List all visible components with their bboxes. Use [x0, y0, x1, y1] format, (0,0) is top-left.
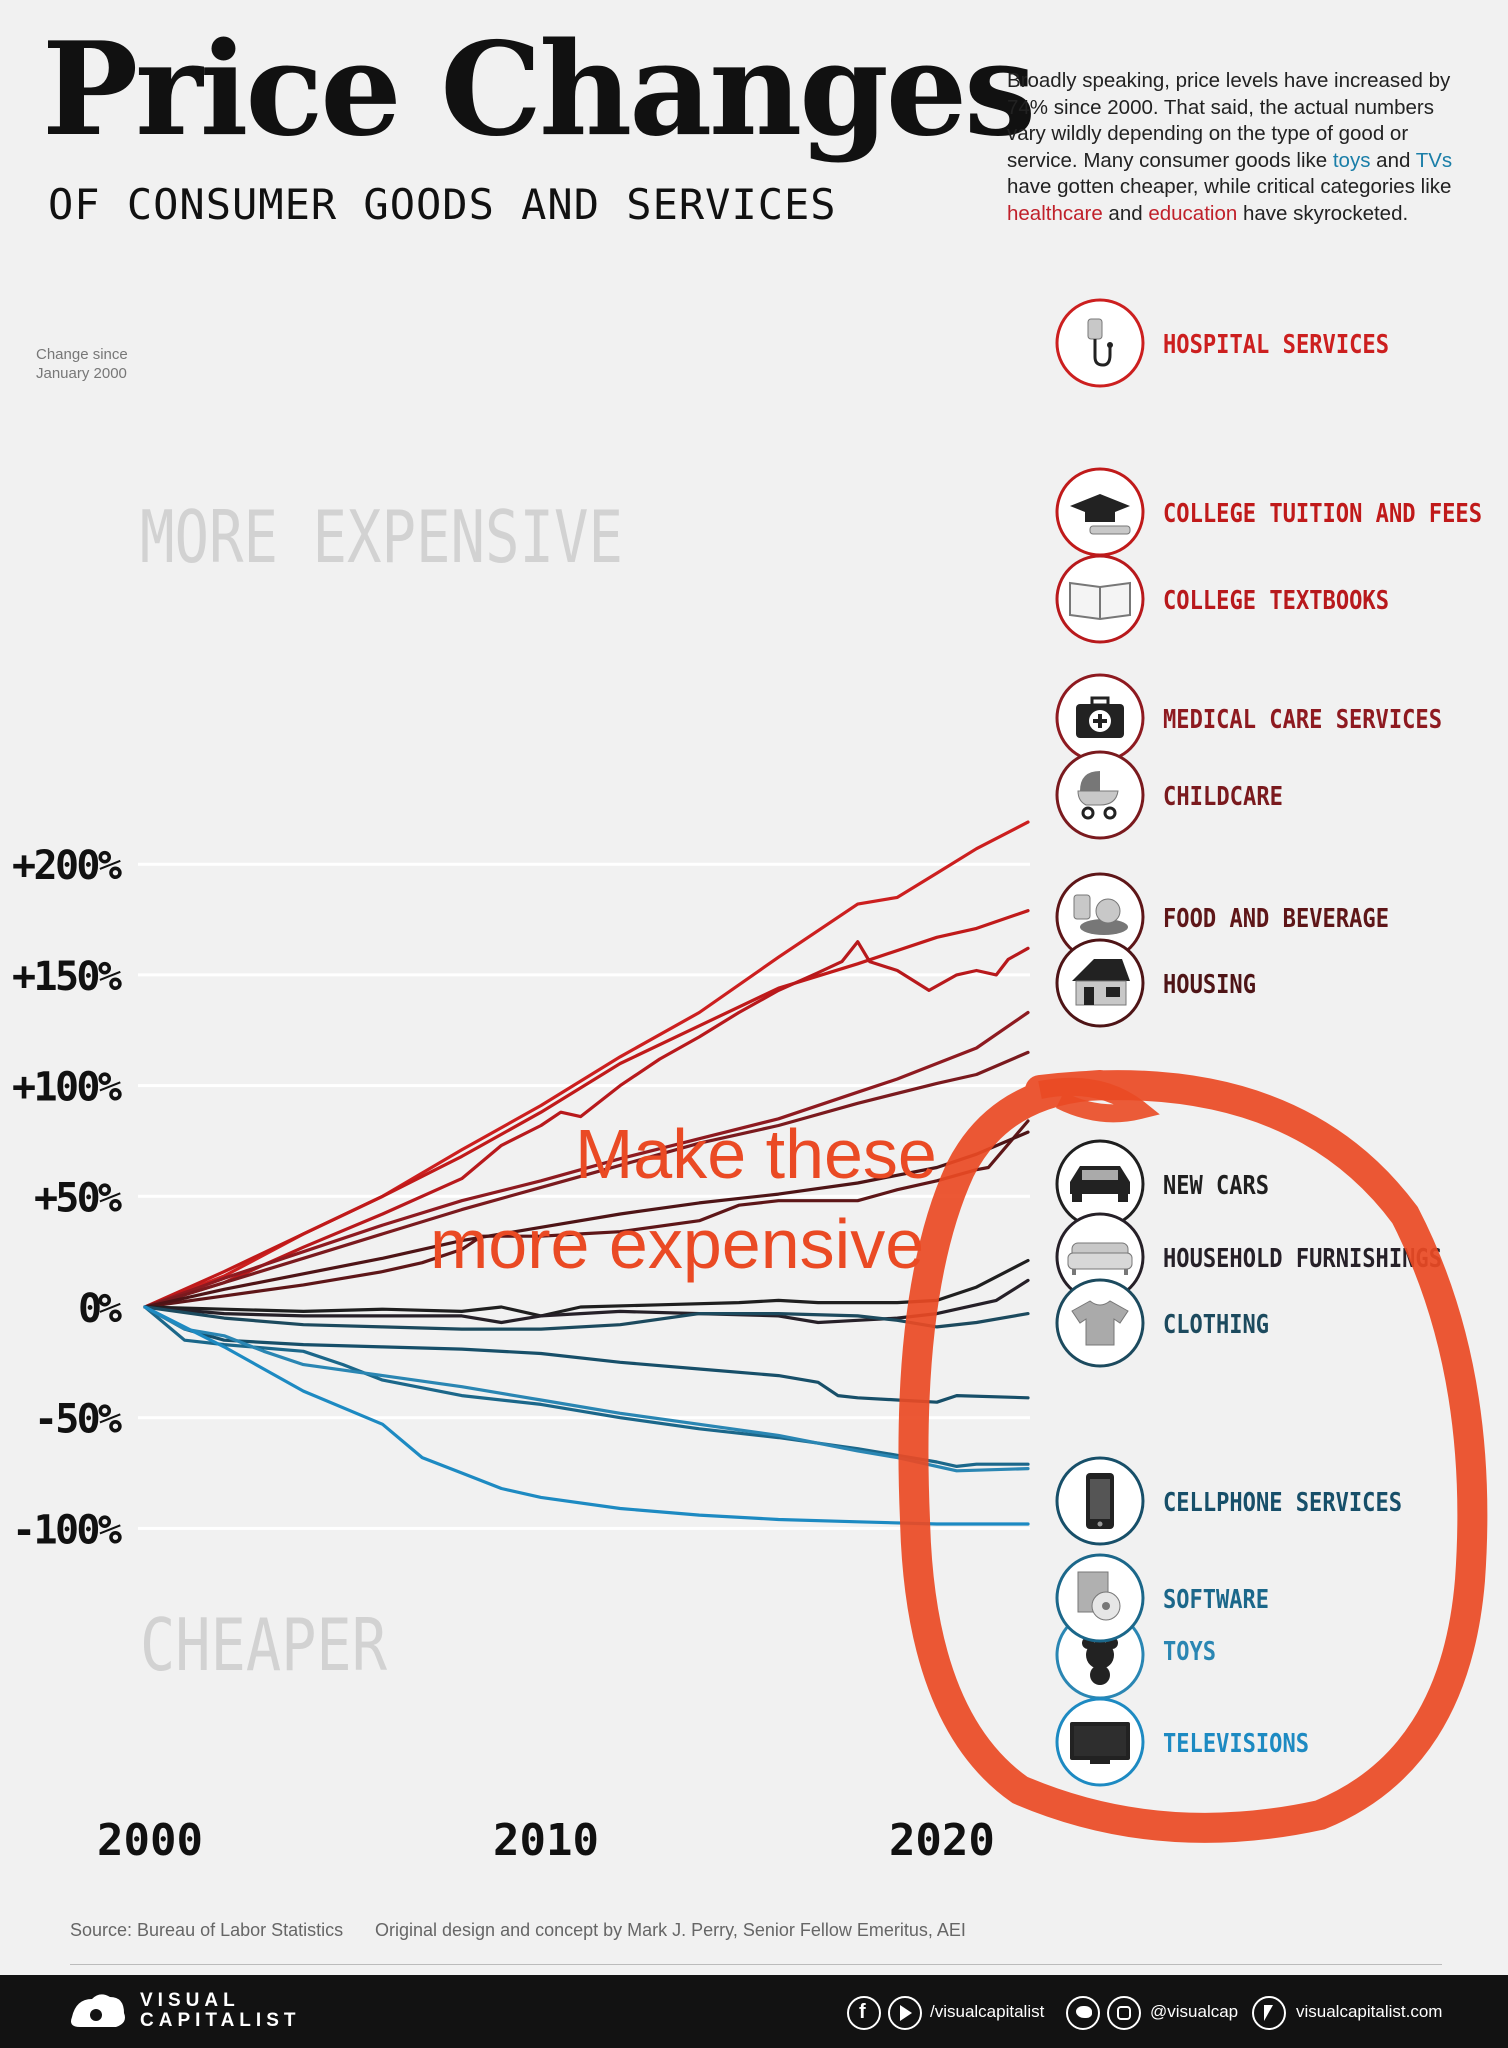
- footer-divider: [70, 1964, 1442, 1965]
- series-line: [143, 1010, 1030, 1309]
- house-icon: [1055, 938, 1145, 1028]
- annotation-circle: [898, 1070, 1488, 1843]
- facebook-icon[interactable]: f: [847, 1996, 881, 2030]
- series-label: NEW CARS: [1163, 1171, 1269, 1201]
- intro-part-2: and: [1370, 148, 1416, 172]
- sofa-icon: [1055, 1212, 1145, 1302]
- series-line: [143, 1119, 1030, 1309]
- phone-icon: [1055, 1456, 1145, 1546]
- y-tick-label: +150%: [12, 954, 122, 1000]
- social-handle-1[interactable]: /visualcapitalist: [930, 2002, 1045, 2021]
- instagram-icon[interactable]: [1107, 1996, 1141, 2030]
- tv-icon: [1055, 1697, 1145, 1787]
- series-line: [143, 1305, 1030, 1526]
- intro-text: Broadly speaking, price levels have incr…: [1007, 68, 1477, 227]
- line-chart: MORE EXPENSIVE CHEAPER Change since Januar…: [12, 298, 1488, 1866]
- series-line: [143, 1305, 1030, 1468]
- credit-note: Original design and concept by Mark J. P…: [375, 1920, 966, 1940]
- textbook-icon: [1055, 554, 1145, 644]
- brand-name: VISUAL CAPITALIST: [140, 1991, 300, 2031]
- series-label: COLLEGE TEXTBOOKS: [1163, 586, 1389, 616]
- brand-line-2: CAPITALIST: [140, 2010, 301, 2031]
- stroller-icon: [1055, 750, 1145, 840]
- intro-part-0: Broadly speaking, price levels have incr…: [1007, 69, 1451, 172]
- annotation-text-line-2: more expensive: [430, 1205, 924, 1283]
- twitter-icon[interactable]: [1066, 1996, 1100, 2030]
- series-label: CELLPHONE SERVICES: [1163, 1488, 1402, 1518]
- annotation-scribble: [1038, 1077, 1160, 1123]
- series-label: COLLEGE TUITION AND FEES: [1163, 499, 1482, 529]
- series-label: HOSPITAL SERVICES: [1163, 330, 1389, 360]
- x-tick-label: 2010: [493, 1815, 599, 1866]
- intro-part-5: healthcare: [1007, 201, 1103, 225]
- intro-part-6: and: [1102, 201, 1149, 225]
- series-label: MEDICAL CARE SERVICES: [1163, 705, 1442, 735]
- intro-part-1: toys: [1332, 148, 1371, 172]
- software-icon: [1055, 1553, 1145, 1643]
- y-tick-label: +200%: [12, 843, 122, 889]
- series-label: FOOD AND BEVERAGE: [1163, 904, 1389, 934]
- series-line: [143, 1130, 1030, 1309]
- y-tick-label: 0%: [78, 1286, 122, 1332]
- series-label: CLOTHING: [1163, 1310, 1269, 1340]
- hospital-icon: [1055, 298, 1145, 388]
- y-tick-label: -100%: [12, 1507, 122, 1553]
- website-link[interactable]: visualcapitalist.com: [1296, 2002, 1443, 2021]
- y-tick-label: +50%: [34, 1175, 122, 1221]
- series-label: SOFTWARE: [1163, 1585, 1269, 1615]
- more-expensive-zone-label: MORE EXPENSIVE: [140, 495, 623, 579]
- x-tick-label: 2020: [889, 1815, 995, 1866]
- series-line: [143, 1305, 1030, 1473]
- footer-bar: VISUAL CAPITALIST f /visualcapitalist @v…: [0, 1975, 1508, 2048]
- youtube-icon[interactable]: [888, 1996, 922, 2030]
- y-axis-title-line-1: Change since: [36, 346, 128, 363]
- x-tick-label: 2000: [97, 1815, 203, 1866]
- visual-capitalist-logo-icon[interactable]: [66, 1987, 130, 2035]
- series-label: HOUSING: [1163, 970, 1256, 1000]
- series-label: TELEVISIONS: [1163, 1729, 1309, 1759]
- series-line: [143, 940, 1030, 1309]
- source-note: Source: Bureau of Labor Statistics: [70, 1920, 344, 1940]
- intro-part-7: education: [1148, 201, 1238, 225]
- series-label: TOYS: [1163, 1637, 1216, 1667]
- car-icon: [1055, 1139, 1145, 1229]
- y-tick-label: +100%: [12, 1065, 122, 1111]
- cheaper-zone-label: CHEAPER: [140, 1603, 388, 1687]
- food-icon: [1055, 872, 1145, 962]
- social-handle-2[interactable]: @visualcap: [1150, 2002, 1239, 2021]
- intro-part-3: TVs: [1415, 148, 1453, 172]
- page-title: Price Changes: [42, 15, 1036, 165]
- page-subtitle: OF CONSUMER GOODS AND SERVICES: [48, 180, 837, 229]
- annotation-text-line-1: Make these: [575, 1115, 937, 1193]
- shirt-icon: [1055, 1278, 1145, 1368]
- intro-part-4: have gotten cheaper, while critical cate…: [1007, 175, 1452, 198]
- brand-line-1: VISUAL: [140, 1990, 240, 2011]
- series-line: [143, 1050, 1030, 1309]
- first-aid-icon: [1055, 673, 1145, 763]
- cursor-icon[interactable]: [1252, 1996, 1286, 2030]
- y-axis-title-line-2: January 2000: [36, 365, 127, 382]
- series-line: [143, 909, 1030, 1309]
- series-label: CHILDCARE: [1163, 782, 1283, 812]
- series-label: HOUSEHOLD FURNISHINGS: [1163, 1244, 1442, 1274]
- y-tick-label: -50%: [34, 1397, 122, 1443]
- graduation-cap-icon: [1055, 467, 1145, 557]
- intro-part-8: have skyrocketed.: [1237, 201, 1409, 225]
